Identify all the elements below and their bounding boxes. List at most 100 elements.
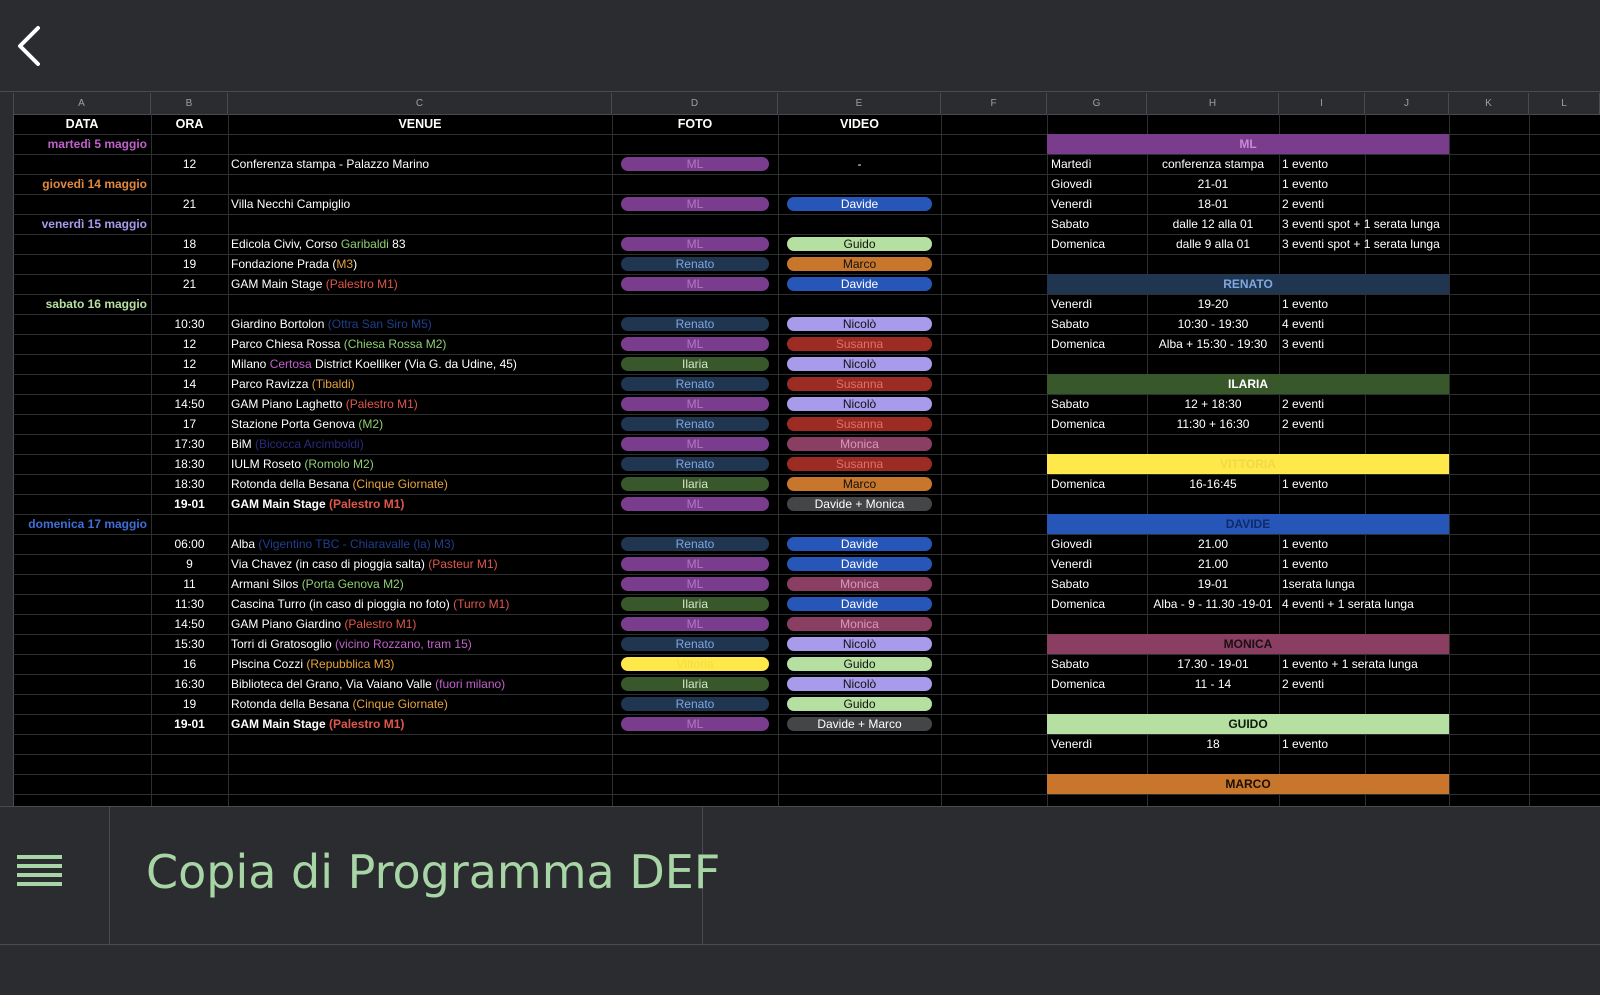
video-assignee-chip[interactable]: Davide bbox=[787, 597, 932, 611]
foto-assignee-chip[interactable]: ML bbox=[621, 497, 769, 511]
bottom-bar: Copia di Programma DEF bbox=[0, 806, 1600, 945]
venue-text: (vicino Rozzano, tram 15) bbox=[335, 637, 472, 651]
foto-assignee-chip[interactable]: ML bbox=[621, 617, 769, 631]
table-row: 12 Milano Certosa District Koelliker (Via… bbox=[13, 354, 1600, 375]
video-assignee-chip[interactable]: Davide bbox=[787, 557, 932, 571]
venue-text: Rotonda della Besana bbox=[231, 477, 353, 491]
summary-events: 2 eventi bbox=[1282, 677, 1325, 691]
foto-assignee-chip[interactable]: Renato bbox=[621, 377, 769, 391]
video-cell: - bbox=[857, 157, 862, 171]
column-header-l[interactable]: L bbox=[1529, 93, 1600, 114]
foto-assignee-chip[interactable]: ML bbox=[621, 577, 769, 591]
summary-day: Domenica bbox=[1051, 597, 1106, 611]
venue-text: Piscina Cozzi bbox=[231, 657, 307, 671]
venue-cell: Giardino Bortolon (Ottra San Siro M5) bbox=[231, 314, 612, 334]
venue-text: (Palestro M1) bbox=[344, 617, 417, 631]
column-header-h[interactable]: H bbox=[1147, 93, 1279, 114]
foto-assignee-chip[interactable]: Renato bbox=[621, 537, 769, 551]
video-assignee-chip[interactable]: Nicolò bbox=[787, 637, 932, 651]
foto-assignee-chip[interactable]: ML bbox=[621, 337, 769, 351]
video-assignee-chip[interactable]: Nicolò bbox=[787, 357, 932, 371]
video-assignee-chip[interactable]: Guido bbox=[787, 657, 932, 671]
video-assignee-chip[interactable]: Marco bbox=[787, 477, 932, 491]
summary-hours: Alba - 9 - 11.30 -19-01 bbox=[1153, 597, 1273, 611]
video-assignee-chip[interactable]: Monica bbox=[787, 617, 932, 631]
table-row: 19 Rotonda della Besana (Cinque Giornate)… bbox=[13, 694, 1600, 715]
foto-assignee-chip[interactable]: Renato bbox=[621, 637, 769, 651]
foto-assignee-chip[interactable]: Renato bbox=[621, 257, 769, 271]
table-row: MARCO bbox=[13, 774, 1600, 795]
column-header-c[interactable]: C bbox=[228, 93, 612, 114]
foto-assignee-chip[interactable]: ML bbox=[621, 237, 769, 251]
time-cell: 16:30 bbox=[174, 677, 205, 691]
column-header-f[interactable]: F bbox=[941, 93, 1047, 114]
document-title: Copia di Programma DEF bbox=[146, 845, 721, 899]
summary-events: 3 eventi spot + 1 serata lunga bbox=[1282, 237, 1440, 251]
foto-assignee-chip[interactable]: ML bbox=[621, 717, 769, 731]
summary-events: 4 eventi bbox=[1282, 317, 1325, 331]
foto-assignee-chip[interactable]: ML bbox=[621, 197, 769, 211]
time-cell: 17 bbox=[182, 417, 197, 431]
foto-assignee-chip[interactable]: Ilaria bbox=[621, 597, 769, 611]
foto-assignee-chip[interactable]: Ilaria bbox=[621, 477, 769, 491]
column-header-e[interactable]: E bbox=[778, 93, 941, 114]
foto-assignee-chip[interactable]: Renato bbox=[621, 457, 769, 471]
video-assignee-chip[interactable]: Susanna bbox=[787, 337, 932, 351]
venue-text: Garibaldi bbox=[340, 237, 389, 251]
foto-assignee-chip[interactable]: Renato bbox=[621, 417, 769, 431]
video-assignee-chip[interactable]: Guido bbox=[787, 237, 932, 251]
venue-cell: BiM (Bicocca Arcimboldi) bbox=[231, 434, 612, 454]
foto-assignee-chip[interactable]: Renato bbox=[621, 697, 769, 711]
summary-day: Domenica bbox=[1051, 677, 1106, 691]
column-header-k[interactable]: K bbox=[1449, 93, 1529, 114]
video-assignee-chip[interactable]: Susanna bbox=[787, 457, 932, 471]
foto-assignee-chip[interactable]: Vittoria bbox=[621, 657, 769, 671]
time-cell: 18:30 bbox=[174, 457, 205, 471]
column-header-d[interactable]: D bbox=[612, 93, 778, 114]
back-button[interactable] bbox=[10, 20, 50, 70]
venue-text: Milano bbox=[231, 357, 270, 371]
menu-button[interactable] bbox=[0, 807, 110, 945]
venue-cell: Torri di Gratosoglio (vicino Rozzano, tr… bbox=[231, 634, 612, 654]
video-assignee-chip[interactable]: Nicolò bbox=[787, 397, 932, 411]
foto-assignee-chip[interactable]: Ilaria bbox=[621, 677, 769, 691]
video-assignee-chip[interactable]: Davide bbox=[787, 197, 932, 211]
table-row: 14:50 GAM Piano Laghetto (Palestro M1) ML N… bbox=[13, 394, 1600, 415]
summary-events: 1 evento bbox=[1282, 557, 1329, 571]
table-row: giovedì 14 maggio Giovedì 21-01 1 evento bbox=[13, 174, 1600, 195]
video-assignee-chip[interactable]: Marco bbox=[787, 257, 932, 271]
video-assignee-chip[interactable]: Nicolò bbox=[787, 677, 932, 691]
time-cell: 12 bbox=[182, 157, 197, 171]
video-assignee-chip[interactable]: Davide bbox=[787, 277, 932, 291]
table-row: 16 Piscina Cozzi (Repubblica M3) Vittoria G… bbox=[13, 654, 1600, 675]
column-header-j[interactable]: J bbox=[1365, 93, 1449, 114]
foto-assignee-chip[interactable]: Renato bbox=[621, 317, 769, 331]
foto-assignee-chip[interactable]: ML bbox=[621, 157, 769, 171]
summary-band-marco: MARCO bbox=[1047, 774, 1449, 794]
column-header-a[interactable]: A bbox=[13, 93, 151, 114]
venue-text: (fuori milano) bbox=[435, 677, 506, 691]
column-header-i[interactable]: I bbox=[1279, 93, 1365, 114]
time-cell: 06:00 bbox=[174, 537, 205, 551]
foto-assignee-chip[interactable]: ML bbox=[621, 437, 769, 451]
column-header-g[interactable]: G bbox=[1047, 93, 1147, 114]
summary-day: Domenica bbox=[1051, 237, 1106, 251]
foto-assignee-chip[interactable]: ML bbox=[621, 277, 769, 291]
foto-assignee-chip[interactable]: ML bbox=[621, 397, 769, 411]
video-assignee-chip[interactable]: Monica bbox=[787, 577, 932, 591]
venue-cell: Stazione Porta Genova (M2) bbox=[231, 414, 612, 434]
video-assignee-chip[interactable]: Susanna bbox=[787, 377, 932, 391]
video-assignee-chip[interactable]: Guido bbox=[787, 697, 932, 711]
video-assignee-chip[interactable]: Nicolò bbox=[787, 317, 932, 331]
video-assignee-chip[interactable]: Davide + Marco bbox=[787, 717, 932, 731]
video-assignee-chip[interactable]: Davide + Monica bbox=[787, 497, 932, 511]
column-header-b[interactable]: B bbox=[151, 93, 228, 114]
video-assignee-chip[interactable]: Susanna bbox=[787, 417, 932, 431]
summary-day: Domenica bbox=[1051, 337, 1106, 351]
foto-assignee-chip[interactable]: Ilaria bbox=[621, 357, 769, 371]
foto-assignee-chip[interactable]: ML bbox=[621, 557, 769, 571]
video-assignee-chip[interactable]: Davide bbox=[787, 537, 932, 551]
video-assignee-chip[interactable]: Monica bbox=[787, 437, 932, 451]
venue-cell: Cascina Turro (in caso di pioggia no fot… bbox=[231, 594, 612, 614]
